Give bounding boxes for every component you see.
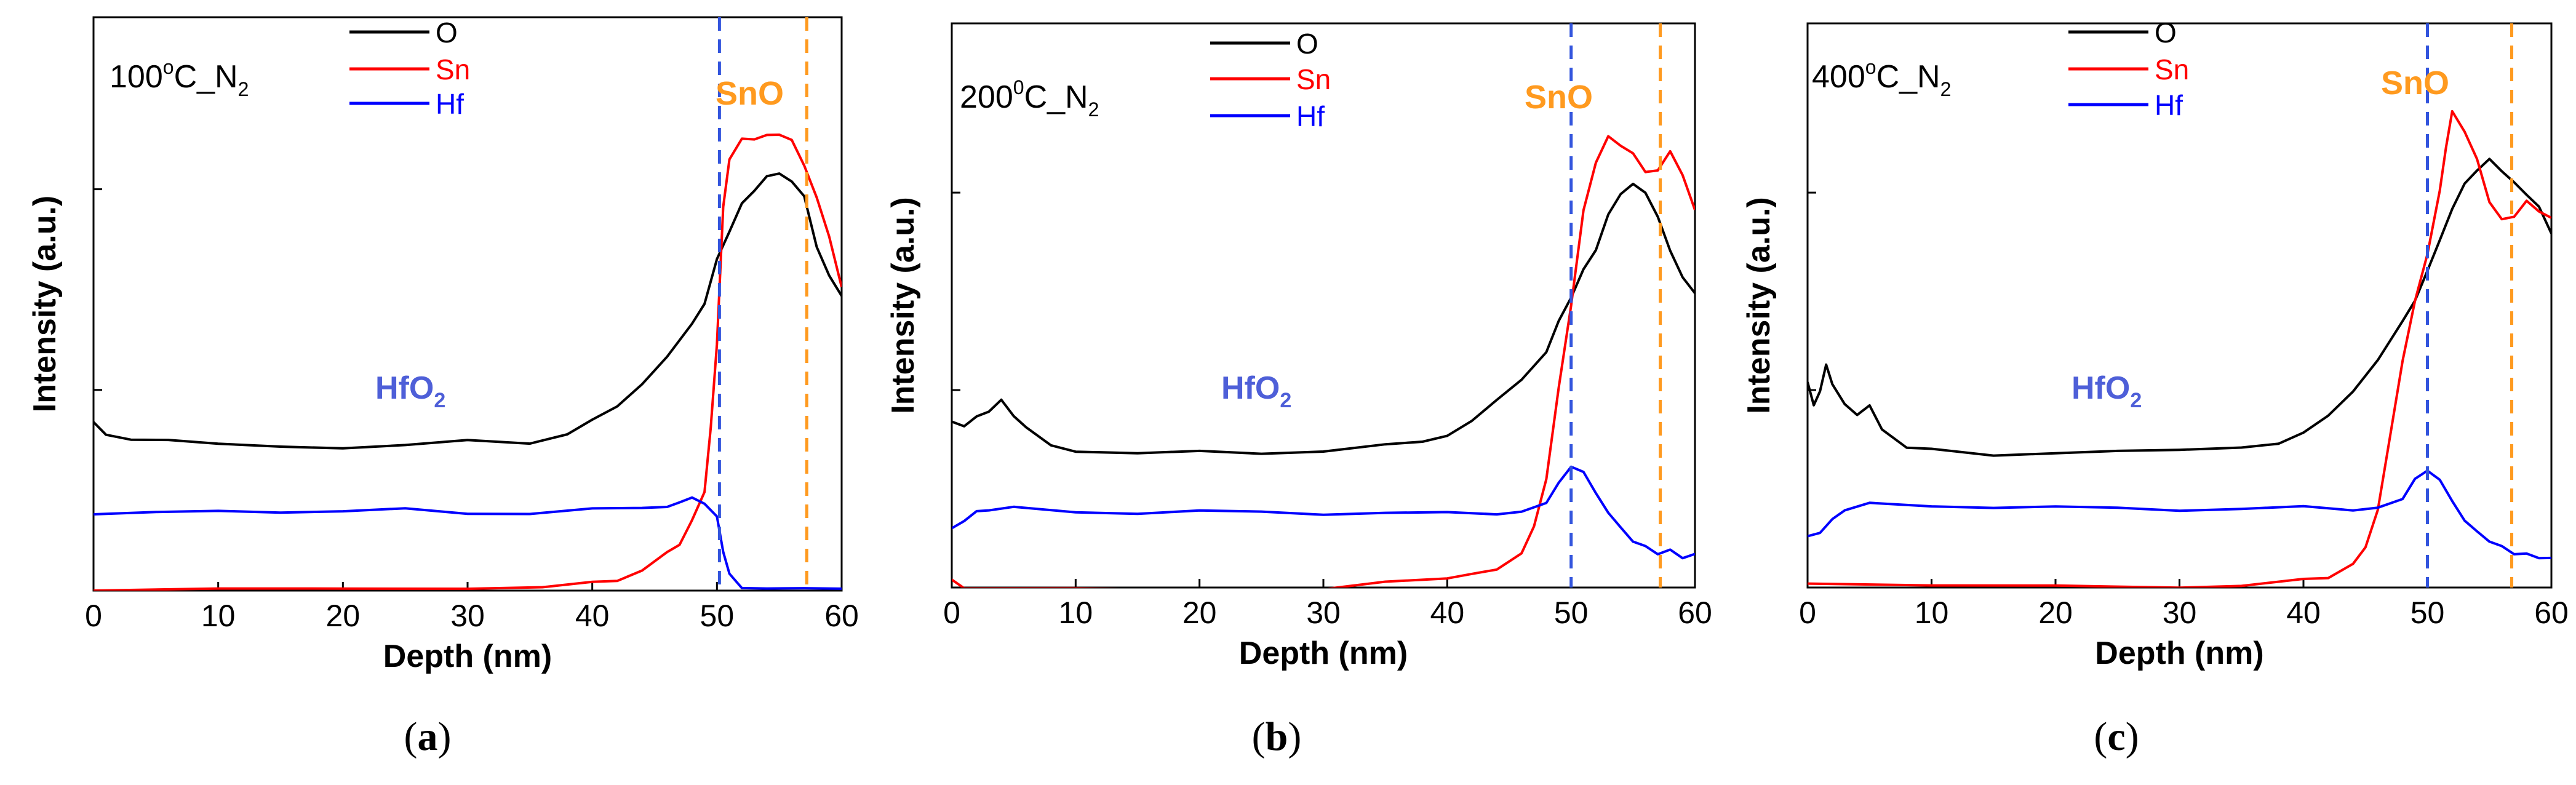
series-line-sn [94,133,842,591]
y-axis-label: Intensity (a.u.) [1741,197,1777,413]
legend-label-hf: Hf [436,88,464,120]
condition-unit: C_N [1876,59,1940,95]
x-tick-label-40: 40 [1430,596,1465,630]
caption-b: (b) [1251,714,1302,759]
oxide-label-sub: 2 [434,389,445,412]
legend-label-o: O [2155,17,2177,49]
x-tick-label-10: 10 [1915,596,1949,630]
chart-c-svg: 0 10 20 30 40 50 60 Depth (nm) Intensity (a.u.) O… [1741,17,2569,671]
series-line-hf [952,465,1695,560]
plot-area [94,133,842,591]
condition-unit: C_N [174,59,238,95]
oxide-label-sub: 2 [2130,389,2142,412]
chart-a-svg: 0 10 20 30 40 50 60 Depth (nm) Intensity (a.u.) O… [27,16,858,674]
condition-unit: C_N [1024,79,1088,115]
x-tick-label-20: 20 [2038,596,2073,630]
x-tick-label-10: 10 [1059,596,1093,630]
x-tick-label-60: 60 [1678,596,1712,630]
caption-a: (a) [404,714,452,759]
x-tick-label-50: 50 [700,599,735,633]
condition-sup: o [163,56,174,78]
x-tick-label-0: 0 [1799,596,1816,630]
oxide-label: HfO2 [375,370,445,412]
region-label-sno: SnO [716,75,784,112]
legend-label-hf: Hf [1296,100,1325,132]
x-axis-label: Depth (nm) [2095,636,2263,671]
x-tick-label-0: 0 [943,596,960,630]
x-tick-label-30: 30 [450,599,485,633]
oxide-label: HfO2 [1221,370,1291,412]
condition-sub: 2 [1088,98,1099,121]
oxide-label-text: HfO [1221,370,1280,406]
region-label-sno: SnO [2381,65,2449,102]
x-tick-label-20: 20 [1182,596,1217,630]
x-tick-label-30: 30 [2163,596,2197,630]
series-line-o [952,182,1695,455]
oxide-label-sub: 2 [1280,389,1291,412]
oxide-label-text: HfO [375,370,434,406]
oxide-label-text: HfO [2072,370,2130,406]
x-tick-label-40: 40 [2286,596,2321,630]
condition-sub: 2 [1940,78,1952,100]
region-label-sno: SnO [1525,79,1593,116]
x-tick-label-50: 50 [1554,596,1589,630]
condition-value: 100 [110,59,163,95]
legend-label-o: O [436,17,458,49]
x-tick-label-40: 40 [575,599,610,633]
condition-sup: 0 [1013,76,1024,98]
plot-area [1808,110,2551,588]
x-tick-label-60: 60 [2534,596,2569,630]
oxide-label: HfO2 [2072,370,2142,412]
condition-label: 2000C_N2 [960,76,1099,121]
x-tick-label-10: 10 [201,599,236,633]
legend-label-o: O [1296,28,1318,60]
x-axis-label: Depth (nm) [1239,636,1408,671]
legend-label-sn: Sn [436,54,470,86]
x-tick-label-60: 60 [824,599,858,633]
plot-area [952,135,1695,588]
legend-label-sn: Sn [1296,63,1331,95]
condition-value: 200 [960,79,1013,115]
x-tick-label-30: 30 [1306,596,1341,630]
series-line-sn [952,135,1695,588]
condition-value: 400 [1812,59,1865,95]
caption-c: (c) [2094,714,2139,759]
y-axis-label: Intensity (a.u.) [885,197,921,413]
condition-label: 100oC_N2 [110,56,249,100]
series-line-hf [1808,469,2551,560]
series-line-sn [1808,110,2551,588]
x-tick-label-20: 20 [326,599,361,633]
chart-panel-b: 0 10 20 30 40 50 60 Depth (nm) Intensity (a.u.) O… [858,0,1717,785]
x-axis-label: Depth (nm) [383,639,552,674]
condition-sup: o [1865,56,1876,78]
x-tick-label-50: 50 [2411,596,2445,630]
chart-panel-c: 0 10 20 30 40 50 60 Depth (nm) Intensity (a.u.) O… [1717,0,2575,785]
series-line-o [1808,157,2551,457]
condition-label: 400oC_N2 [1812,56,1951,100]
x-tick-label-0: 0 [85,599,102,633]
series-line-o [94,172,842,450]
chart-panel-a: 0 10 20 30 40 50 60 Depth (nm) Intensity (a.u.) O… [0,0,858,785]
legend-label-hf: Hf [2155,89,2183,121]
legend-label-sn: Sn [2155,54,2189,86]
condition-sub: 2 [238,78,249,100]
y-axis-label: Intensity (a.u.) [27,196,63,412]
series-line-hf [94,496,842,590]
